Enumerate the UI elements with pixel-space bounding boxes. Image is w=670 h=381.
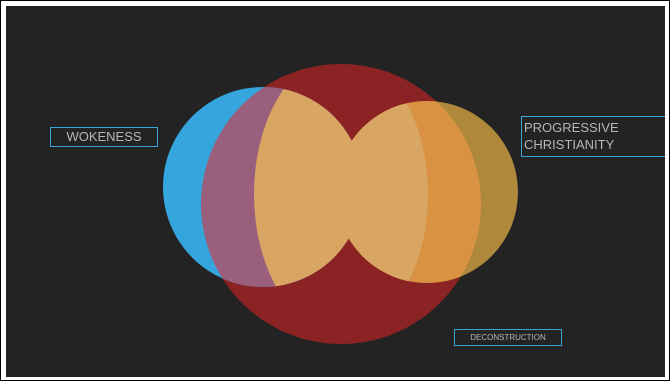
progressive-christianity-label: PROGRESSIVE CHRISTIANITY	[521, 116, 665, 157]
venn-diagram	[163, 64, 518, 344]
progressive-christianity-label-line-2: CHRISTIANITY	[524, 137, 615, 152]
progressive-christianity-label-line-1: PROGRESSIVE	[524, 120, 619, 135]
wokeness-label: WOKENESS	[50, 127, 158, 147]
slide: WOKENESS PROGRESSIVE CHRISTIANITY DECONS…	[6, 6, 665, 377]
deconstruction-label: DECONSTRUCTION	[454, 329, 562, 346]
core-overlap-extension	[336, 101, 428, 283]
